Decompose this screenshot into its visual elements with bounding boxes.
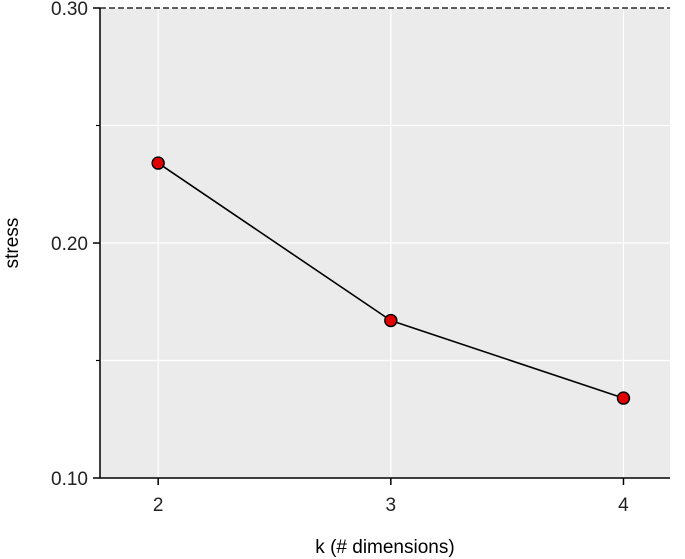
x-tick-label: 2 [153,495,164,516]
tick-labels: 0.10 0.20 0.30 2 3 4 [51,0,629,516]
y-axis-label: stress [2,218,23,269]
axes [93,7,670,485]
y-tick-label: 0.20 [51,234,88,255]
data-point [384,313,398,328]
y-tick-label: 0.30 [51,0,88,20]
series-layer [151,156,631,405]
data-point [616,391,631,405]
x-tick-label: 3 [386,495,397,516]
x-axis-label: k (# dimensions) [315,537,454,558]
y-tick-label: 0.10 [51,469,88,490]
data-point [151,156,165,170]
x-tick-label: 4 [618,495,629,516]
